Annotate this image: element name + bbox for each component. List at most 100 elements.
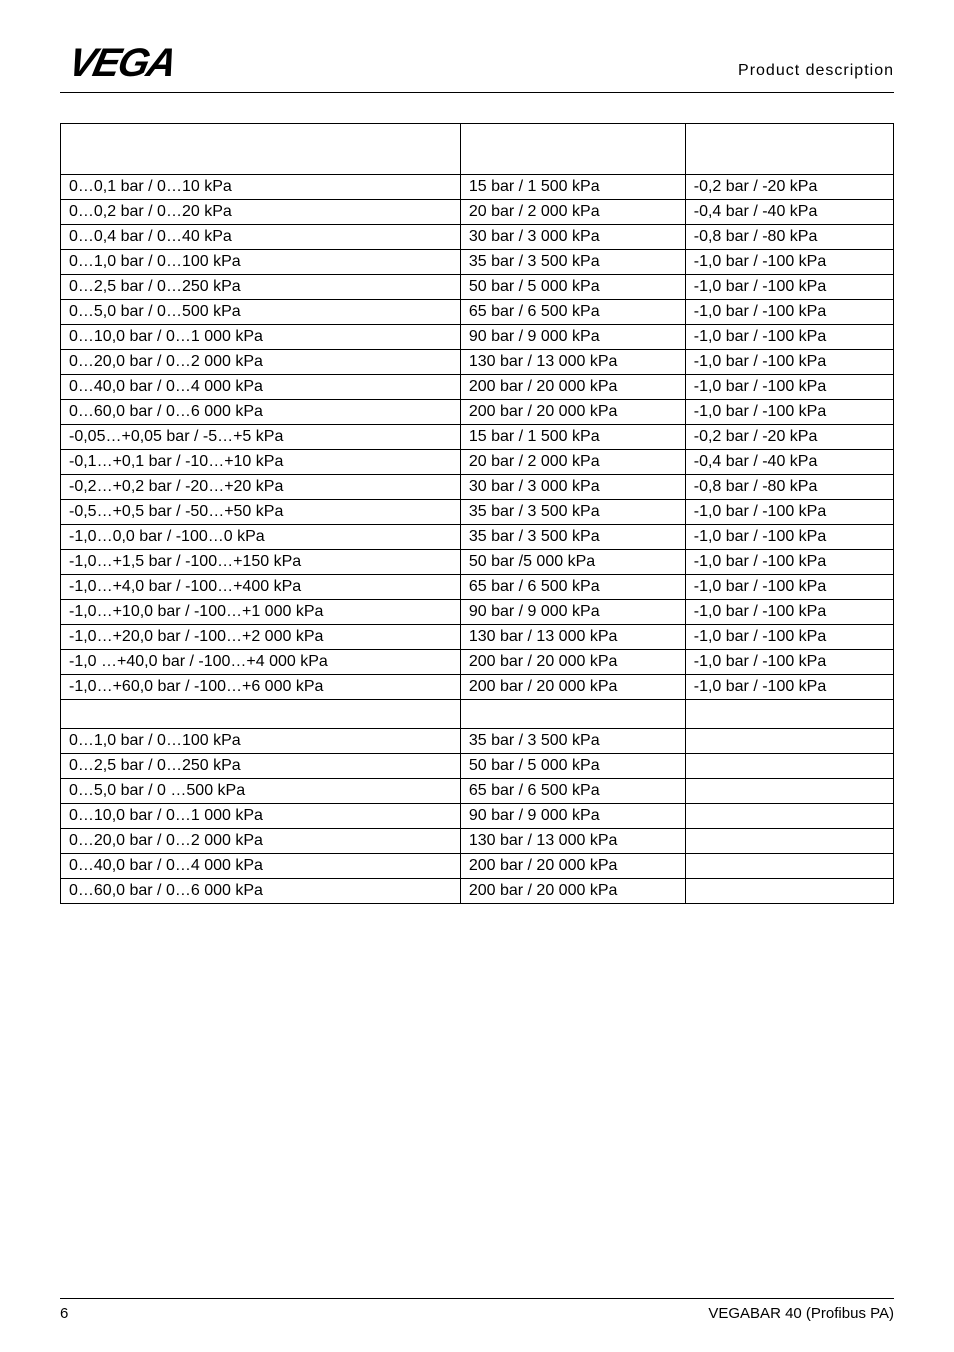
table-cell (61, 700, 461, 729)
table-cell: 0…0,2 bar / 0…20 kPa (61, 200, 461, 225)
table-cell: -1,0 bar / -100 kPa (685, 250, 893, 275)
header-section-label: Product description (738, 62, 894, 86)
table-cell: -1,0 bar / -100 kPa (685, 375, 893, 400)
table-cell: -1,0…0,0 bar / -100…0 kPa (61, 525, 461, 550)
table-cell: 50 bar / 5 000 kPa (460, 754, 685, 779)
table-row: 0…2,5 bar / 0…250 kPa50 bar / 5 000 kPa (61, 754, 894, 779)
table-cell: 200 bar / 20 000 kPa (460, 675, 685, 700)
table-row: -0,2…+0,2 bar / -20…+20 kPa30 bar / 3 00… (61, 475, 894, 500)
footer-product: VEGABAR 40 (Profibus PA) (708, 1305, 894, 1322)
table-cell: -1,0 bar / -100 kPa (685, 400, 893, 425)
table-cell: 90 bar / 9 000 kPa (460, 325, 685, 350)
table-row: 0…5,0 bar / 0…500 kPa65 bar / 6 500 kPa-… (61, 300, 894, 325)
table-row: -1,0…+60,0 bar / -100…+6 000 kPa200 bar … (61, 675, 894, 700)
table-row: 0…10,0 bar / 0…1 000 kPa90 bar / 9 000 k… (61, 325, 894, 350)
table-cell: 0…20,0 bar / 0…2 000 kPa (61, 829, 461, 854)
table-cell (685, 829, 893, 854)
table-cell: 15 bar / 1 500 kPa (460, 425, 685, 450)
table-row: 0…10,0 bar / 0…1 000 kPa90 bar / 9 000 k… (61, 804, 894, 829)
table-cell: 65 bar / 6 500 kPa (460, 779, 685, 804)
table-cell: 0…40,0 bar / 0…4 000 kPa (61, 375, 461, 400)
table-cell: 35 bar / 3 500 kPa (460, 525, 685, 550)
table-cell: 130 bar / 13 000 kPa (460, 350, 685, 375)
table-cell (61, 124, 461, 175)
table-row: 0…40,0 bar / 0…4 000 kPa200 bar / 20 000… (61, 854, 894, 879)
table-row: -0,05…+0,05 bar / -5…+5 kPa15 bar / 1 50… (61, 425, 894, 450)
table-cell: 20 bar / 2 000 kPa (460, 450, 685, 475)
table-row: 0…2,5 bar / 0…250 kPa50 bar / 5 000 kPa-… (61, 275, 894, 300)
table-cell: 20 bar / 2 000 kPa (460, 200, 685, 225)
logo: VEGA (60, 40, 210, 86)
table-cell: 35 bar / 3 500 kPa (460, 250, 685, 275)
table-cell: 50 bar /5 000 kPa (460, 550, 685, 575)
table-cell: 0…2,5 bar / 0…250 kPa (61, 754, 461, 779)
table-cell: 0…5,0 bar / 0 …500 kPa (61, 779, 461, 804)
table-cell: -1,0 …+40,0 bar / -100…+4 000 kPa (61, 650, 461, 675)
table-cell: 65 bar / 6 500 kPa (460, 300, 685, 325)
table-row: 0…0,2 bar / 0…20 kPa20 bar / 2 000 kPa-0… (61, 200, 894, 225)
table-cell: -0,2 bar / -20 kPa (685, 175, 893, 200)
table-cell: 0…60,0 bar / 0…6 000 kPa (61, 879, 461, 904)
table-cell (685, 879, 893, 904)
table-cell: -1,0 bar / -100 kPa (685, 550, 893, 575)
table-cell: 0…1,0 bar / 0…100 kPa (61, 729, 461, 754)
table-cell (685, 779, 893, 804)
table-cell: 0…40,0 bar / 0…4 000 kPa (61, 854, 461, 879)
table-row: 0…0,4 bar / 0…40 kPa30 bar / 3 000 kPa-0… (61, 225, 894, 250)
table-cell: -0,4 bar / -40 kPa (685, 200, 893, 225)
table-row: 0…0,1 bar / 0…10 kPa15 bar / 1 500 kPa-0… (61, 175, 894, 200)
table-cell: -1,0…+20,0 bar / -100…+2 000 kPa (61, 625, 461, 650)
table-cell: 200 bar / 20 000 kPa (460, 854, 685, 879)
table-cell: 0…0,1 bar / 0…10 kPa (61, 175, 461, 200)
table-cell: -0,05…+0,05 bar / -5…+5 kPa (61, 425, 461, 450)
table-row: 0…1,0 bar / 0…100 kPa35 bar / 3 500 kPa-… (61, 250, 894, 275)
table-cell: 0…1,0 bar / 0…100 kPa (61, 250, 461, 275)
vega-logo-svg: VEGA (60, 40, 210, 86)
table-cell: -1,0 bar / -100 kPa (685, 500, 893, 525)
table-cell: 200 bar / 20 000 kPa (460, 375, 685, 400)
table-row: -1,0…0,0 bar / -100…0 kPa35 bar / 3 500 … (61, 525, 894, 550)
table-cell (685, 700, 893, 729)
table-cell (685, 124, 893, 175)
table-cell: -1,0 bar / -100 kPa (685, 650, 893, 675)
table-cell (685, 804, 893, 829)
table-cell: -1,0…+10,0 bar / -100…+1 000 kPa (61, 600, 461, 625)
table-cell: -1,0 bar / -100 kPa (685, 525, 893, 550)
table-cell: 0…2,5 bar / 0…250 kPa (61, 275, 461, 300)
table-cell: -1,0 bar / -100 kPa (685, 600, 893, 625)
table-cell: -0,2 bar / -20 kPa (685, 425, 893, 450)
table-cell: -0,8 bar / -80 kPa (685, 225, 893, 250)
table-row: 0…20,0 bar / 0…2 000 kPa130 bar / 13 000… (61, 350, 894, 375)
table-cell: -0,2…+0,2 bar / -20…+20 kPa (61, 475, 461, 500)
table-cell (460, 700, 685, 729)
table-cell: -1,0 bar / -100 kPa (685, 575, 893, 600)
table-cell: -1,0 bar / -100 kPa (685, 325, 893, 350)
table-cell: 30 bar / 3 000 kPa (460, 475, 685, 500)
table-cell (685, 754, 893, 779)
table-cell: 0…5,0 bar / 0…500 kPa (61, 300, 461, 325)
table-row: -0,1…+0,1 bar / -10…+10 kPa20 bar / 2 00… (61, 450, 894, 475)
page-number: 6 (60, 1305, 68, 1322)
table-cell: 200 bar / 20 000 kPa (460, 400, 685, 425)
table-row: 0…1,0 bar / 0…100 kPa35 bar / 3 500 kPa (61, 729, 894, 754)
table-cell: 0…20,0 bar / 0…2 000 kPa (61, 350, 461, 375)
table-cell: 0…10,0 bar / 0…1 000 kPa (61, 804, 461, 829)
table-cell (685, 729, 893, 754)
table-cell: 15 bar / 1 500 kPa (460, 175, 685, 200)
table-cell: -1,0 bar / -100 kPa (685, 675, 893, 700)
table-cell: 130 bar / 13 000 kPa (460, 625, 685, 650)
table-cell: -1,0 bar / -100 kPa (685, 300, 893, 325)
table-cell: 90 bar / 9 000 kPa (460, 600, 685, 625)
table-cell (685, 854, 893, 879)
table-cell (460, 124, 685, 175)
table-row: -1,0…+1,5 bar / -100…+150 kPa50 bar /5 0… (61, 550, 894, 575)
table-row: 0…60,0 bar / 0…6 000 kPa200 bar / 20 000… (61, 400, 894, 425)
table-row: 0…5,0 bar / 0 …500 kPa65 bar / 6 500 kPa (61, 779, 894, 804)
table-blank-row (61, 700, 894, 729)
table-cell: -1,0 bar / -100 kPa (685, 625, 893, 650)
table-cell: 0…60,0 bar / 0…6 000 kPa (61, 400, 461, 425)
table-row: -1,0…+20,0 bar / -100…+2 000 kPa130 bar … (61, 625, 894, 650)
table-cell: 30 bar / 3 000 kPa (460, 225, 685, 250)
table-cell: -0,8 bar / -80 kPa (685, 475, 893, 500)
table-cell: 90 bar / 9 000 kPa (460, 804, 685, 829)
